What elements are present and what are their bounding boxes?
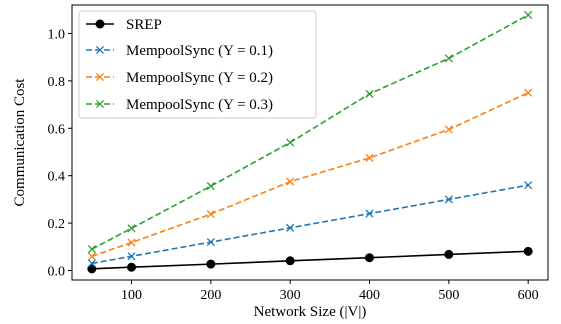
data-point [87,252,96,261]
y-tick-label: 0.2 [48,217,66,232]
legend-marker [95,45,105,55]
y-tick-label: 1.0 [48,27,66,42]
series-1 [87,181,533,268]
x-tick-label: 100 [121,288,142,303]
series-line [91,250,529,270]
x-axis-label: Network Size (|V|) [254,304,367,320]
series-2 [87,88,533,261]
data-point [286,138,295,147]
legend-label: MempoolSync (Y = 0.3) [126,97,273,113]
data-point [206,210,215,219]
data-point [127,262,136,272]
series-line [91,184,529,265]
data-point [285,256,295,266]
legend-marker [95,72,105,82]
x-axis-ticks: 100 200 300 400 500 600 [121,280,539,303]
data-point [365,253,374,263]
x-tick-label: 600 [518,288,539,303]
series-layer [87,10,533,274]
y-axis-label: Communication Cost [12,78,28,207]
y-tick-label: 0.0 [48,265,66,280]
data-point [87,245,96,254]
data-point [524,88,533,97]
legend-marker [95,19,105,29]
plot-frame [71,4,549,281]
data-point [444,249,454,259]
data-point [87,264,97,274]
legend-item: SREP [86,17,162,33]
legend-item: MempoolSync (Y = 0.2) [86,70,273,86]
data-point [365,89,374,98]
legend-item: MempoolSync (Y = 0.1) [86,43,273,59]
y-tick-label: 0.6 [48,122,66,137]
data-point [206,259,216,269]
data-point [444,54,453,63]
x-tick-label: 400 [359,288,380,303]
legend-marker [95,99,105,109]
data-point [444,195,453,204]
series-0 [87,246,533,274]
data-point [523,246,533,256]
data-point [127,224,136,233]
y-axis-ticks: 0.0 0.2 0.4 0.6 0.8 1.0 [48,27,72,280]
data-point [286,223,295,232]
legend-label: SREP [126,17,162,33]
legend-box [78,10,317,119]
data-point [206,238,215,247]
series-3 [87,10,533,254]
y-tick-label: 0.8 [48,75,66,90]
legend-label: MempoolSync (Y = 0.2) [126,70,273,86]
data-point [87,259,96,268]
legend-label: MempoolSync (Y = 0.1) [126,43,273,59]
data-point [524,10,533,20]
legend: SREP MempoolSync (Y = 0.1) MempoolSync (Y … [78,10,317,119]
x-tick-label: 300 [280,288,301,303]
data-point [206,182,215,191]
y-tick-label: 0.4 [48,170,66,185]
data-point [365,153,374,162]
data-point [524,181,533,190]
data-point [286,177,295,186]
legend-item: MempoolSync (Y = 0.3) [86,97,273,113]
data-point [365,209,374,218]
data-point [127,238,136,247]
x-tick-label: 200 [200,288,221,303]
x-tick-label: 500 [438,288,459,303]
data-point [127,252,136,261]
data-point [444,125,453,134]
